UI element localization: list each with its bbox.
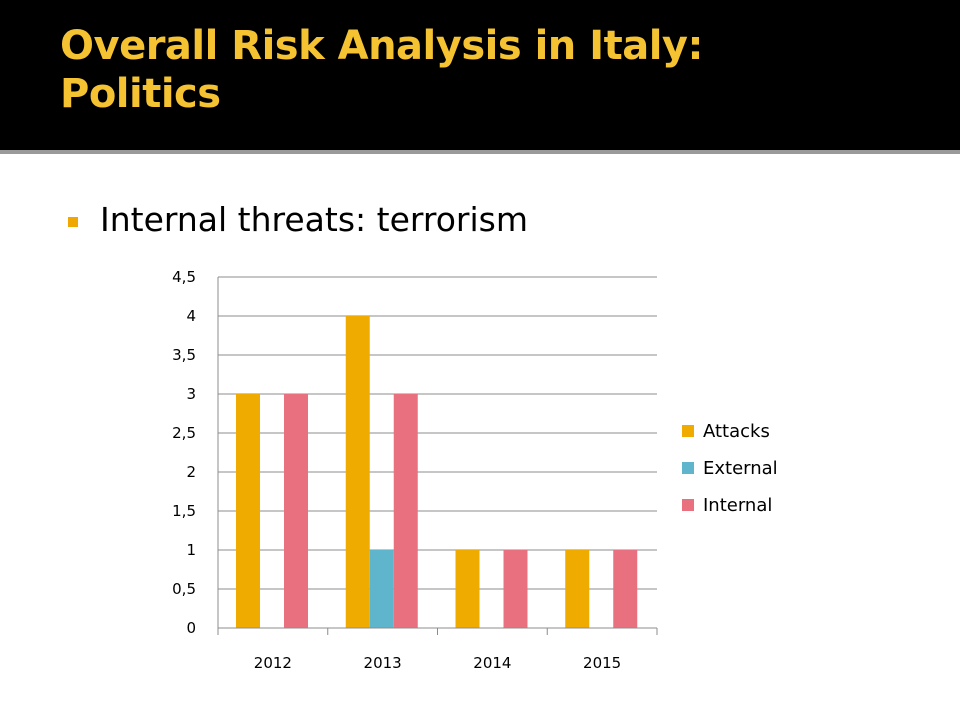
slide-content: Internal threats: terrorism: [0, 154, 960, 720]
x-tick-label: 2012: [254, 654, 292, 672]
bar-internal-2015: [613, 550, 638, 628]
slide-title-line2: Politics: [60, 71, 221, 117]
y-tick-label: 1,5: [172, 502, 196, 520]
x-tick-label: 2015: [583, 654, 621, 672]
slide-title: Overall Risk Analysis in Italy: Politics: [60, 22, 920, 118]
slide-title-line1: Overall Risk Analysis in Italy:: [60, 23, 703, 69]
bar-attacks-2012: [236, 394, 260, 628]
y-tick-label: 3,5: [172, 346, 196, 364]
x-tick-label: 2013: [364, 654, 402, 672]
y-tick-label: 0: [186, 619, 196, 637]
y-tick-label: 2,5: [172, 424, 196, 442]
bullet-text: Internal threats: terrorism: [100, 200, 528, 239]
bar-external-2013: [369, 550, 394, 628]
legend-label-attacks: Attacks: [703, 421, 770, 442]
bar-internal-2014: [503, 550, 528, 628]
legend-label-internal: Internal: [703, 495, 772, 516]
y-tick-label: 1: [186, 541, 196, 559]
bar-internal-2012: [284, 394, 308, 628]
bullet-marker: [68, 217, 78, 227]
legend-swatch-internal: [682, 499, 694, 511]
bar-attacks-2013: [345, 316, 370, 628]
title-divider: [0, 150, 960, 154]
bar-attacks-2014: [455, 550, 480, 628]
legend-swatch-external: [682, 462, 694, 474]
legend-label-external: External: [703, 458, 778, 479]
bar-attacks-2015: [565, 550, 590, 628]
bar-internal-2013: [393, 394, 418, 628]
y-tick-label: 0,5: [172, 580, 196, 598]
title-bar: Overall Risk Analysis in Italy: Politics: [0, 0, 960, 150]
y-tick-label: 3: [186, 385, 196, 403]
x-tick-label: 2014: [473, 654, 511, 672]
legend-swatch-attacks: [682, 425, 694, 437]
y-tick-label: 2: [186, 463, 196, 481]
y-tick-label: 4,5: [172, 268, 196, 286]
y-tick-label: 4: [186, 307, 196, 325]
